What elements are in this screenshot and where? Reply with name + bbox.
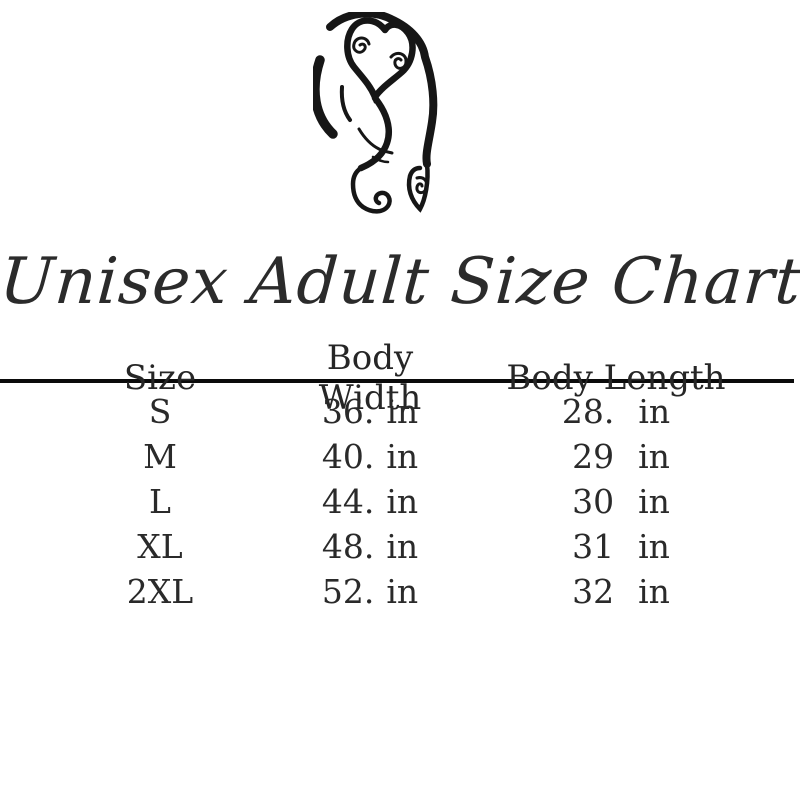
column-header-size: Size xyxy=(123,358,197,398)
owl-logo-icon xyxy=(313,12,443,224)
body-length-value: 32 xyxy=(572,572,615,611)
page-title: Unisex Adult Size Chart xyxy=(0,245,800,319)
body-width-cell: 40. in xyxy=(280,437,460,476)
body-length-cell: 31 in xyxy=(460,527,772,566)
unit-label: in xyxy=(638,527,670,566)
table-header-row: Size Body Width Body Length xyxy=(40,338,800,418)
table-row-l: L 44. in 30 in xyxy=(40,479,800,524)
unit-label: in xyxy=(386,392,419,431)
owl-logo-svg xyxy=(313,12,438,214)
unit-label: in xyxy=(638,572,670,611)
body-width-value: 44. xyxy=(321,482,375,521)
table-body: S 36. in 28. in M 40. in 29 in xyxy=(0,383,800,614)
body-width-cell: 36. in xyxy=(280,392,460,431)
column-header-body-width: Body Width xyxy=(318,338,422,418)
body-width-cell: 44. in xyxy=(280,482,460,521)
table-row-xl: XL 48. in 31 in xyxy=(40,524,800,569)
header-divider xyxy=(0,379,794,383)
body-length-value: 31 xyxy=(572,527,615,566)
size-cell: 2XL xyxy=(126,572,194,611)
unit-label: in xyxy=(386,572,419,611)
body-width-cell: 52. in xyxy=(280,572,460,611)
body-length-cell: 32 in xyxy=(460,572,772,611)
unit-label: in xyxy=(386,437,419,476)
unit-label: in xyxy=(638,437,670,476)
body-length-cell: 28. in xyxy=(460,392,772,431)
body-width-value: 36. xyxy=(321,392,375,431)
body-length-value: 29 xyxy=(572,437,615,476)
unit-label: in xyxy=(638,482,670,521)
table-row-2xl: 2XL 52. in 32 in xyxy=(40,569,800,614)
unit-label: in xyxy=(386,482,419,521)
body-width-cell: 48. in xyxy=(280,527,460,566)
size-cell: M xyxy=(143,437,177,476)
body-length-value: 30 xyxy=(572,482,615,521)
size-cell: XL xyxy=(137,527,183,566)
body-length-cell: 30 in xyxy=(460,482,772,521)
unit-label: in xyxy=(638,392,671,431)
table-row-s: S 36. in 28. in xyxy=(40,389,800,434)
body-width-value: 48. xyxy=(321,527,375,566)
column-header-body-length: Body Length xyxy=(506,358,726,398)
body-width-value: 40. xyxy=(321,437,375,476)
body-length-cell: 29 in xyxy=(460,437,772,476)
table-row-m: M 40. in 29 in xyxy=(40,434,800,479)
size-table: Size Body Width Body Length S 36. in 28.… xyxy=(0,338,800,614)
body-length-value: 28. xyxy=(561,392,615,431)
size-cell: S xyxy=(148,392,172,431)
body-width-value: 52. xyxy=(321,572,375,611)
size-cell: L xyxy=(149,482,171,521)
unit-label: in xyxy=(386,527,419,566)
